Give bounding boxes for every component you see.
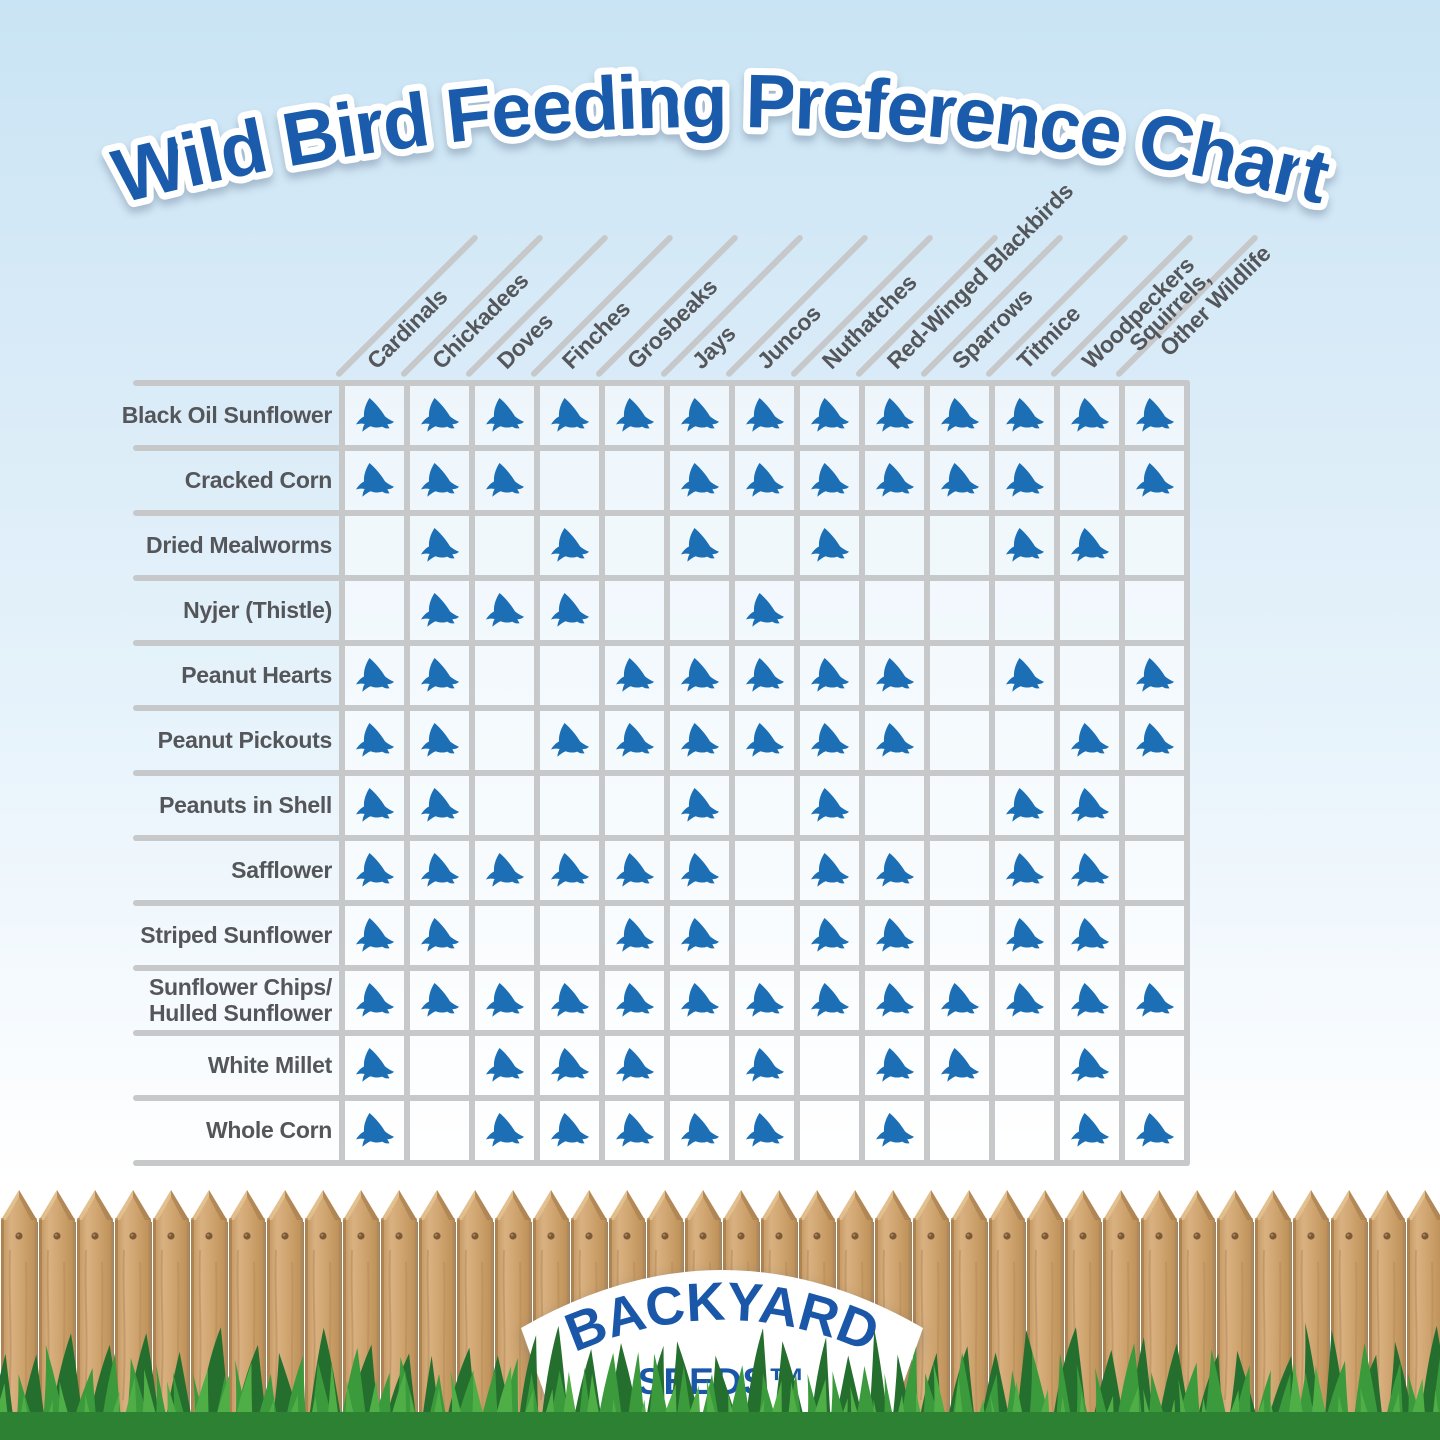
grid-vline <box>989 380 995 1166</box>
grid-vline <box>1119 380 1125 1166</box>
grid-vline <box>534 380 540 1166</box>
grid-hline <box>133 445 1190 451</box>
grid-vline <box>924 380 930 1166</box>
grid-hline <box>133 1095 1190 1101</box>
row-label: Peanuts in Shell <box>159 791 332 818</box>
grid-hline <box>133 835 1190 841</box>
grid-vline <box>729 380 735 1166</box>
row-label: Sunflower Chips/Hulled Sunflower <box>148 973 332 1026</box>
grid-vline <box>599 380 605 1166</box>
row-label: Peanut Pickouts <box>157 726 333 753</box>
grid-hline <box>133 705 1190 711</box>
grid-hline <box>133 640 1190 646</box>
row-label: Whole Corn <box>205 1116 332 1143</box>
row-label: White Millet <box>207 1051 332 1078</box>
row-label: Black Oil Sunflower <box>121 401 333 428</box>
grid-hline <box>133 380 1190 386</box>
grid-hline <box>133 1160 1190 1166</box>
grid-hline <box>133 1030 1190 1036</box>
grid-vline <box>339 380 345 1166</box>
grass-base <box>0 1412 1440 1440</box>
grid-vline <box>859 380 865 1166</box>
row-label: Safflower <box>231 856 332 883</box>
row-label: Striped Sunflower <box>140 921 332 948</box>
row-label: Cracked Corn <box>184 466 333 493</box>
grid-vline <box>1184 380 1190 1166</box>
grid-vline <box>794 380 800 1166</box>
grid-vline <box>1054 380 1060 1166</box>
row-label: Nyjer (Thistle) <box>183 596 332 623</box>
grid-hline <box>133 510 1190 516</box>
grid-vline <box>404 380 410 1166</box>
grid-vline <box>664 380 670 1166</box>
grid-vline <box>469 380 475 1166</box>
grid-hline <box>133 900 1190 906</box>
grid-hline <box>133 770 1190 776</box>
title-banner: Wild Bird Feeding Preference Chart <box>98 52 1346 227</box>
grid-hline <box>133 965 1190 971</box>
row-label: Peanut Hearts <box>181 661 332 688</box>
row-label: Dried Mealworms <box>146 531 332 558</box>
grid-hline <box>133 575 1190 581</box>
